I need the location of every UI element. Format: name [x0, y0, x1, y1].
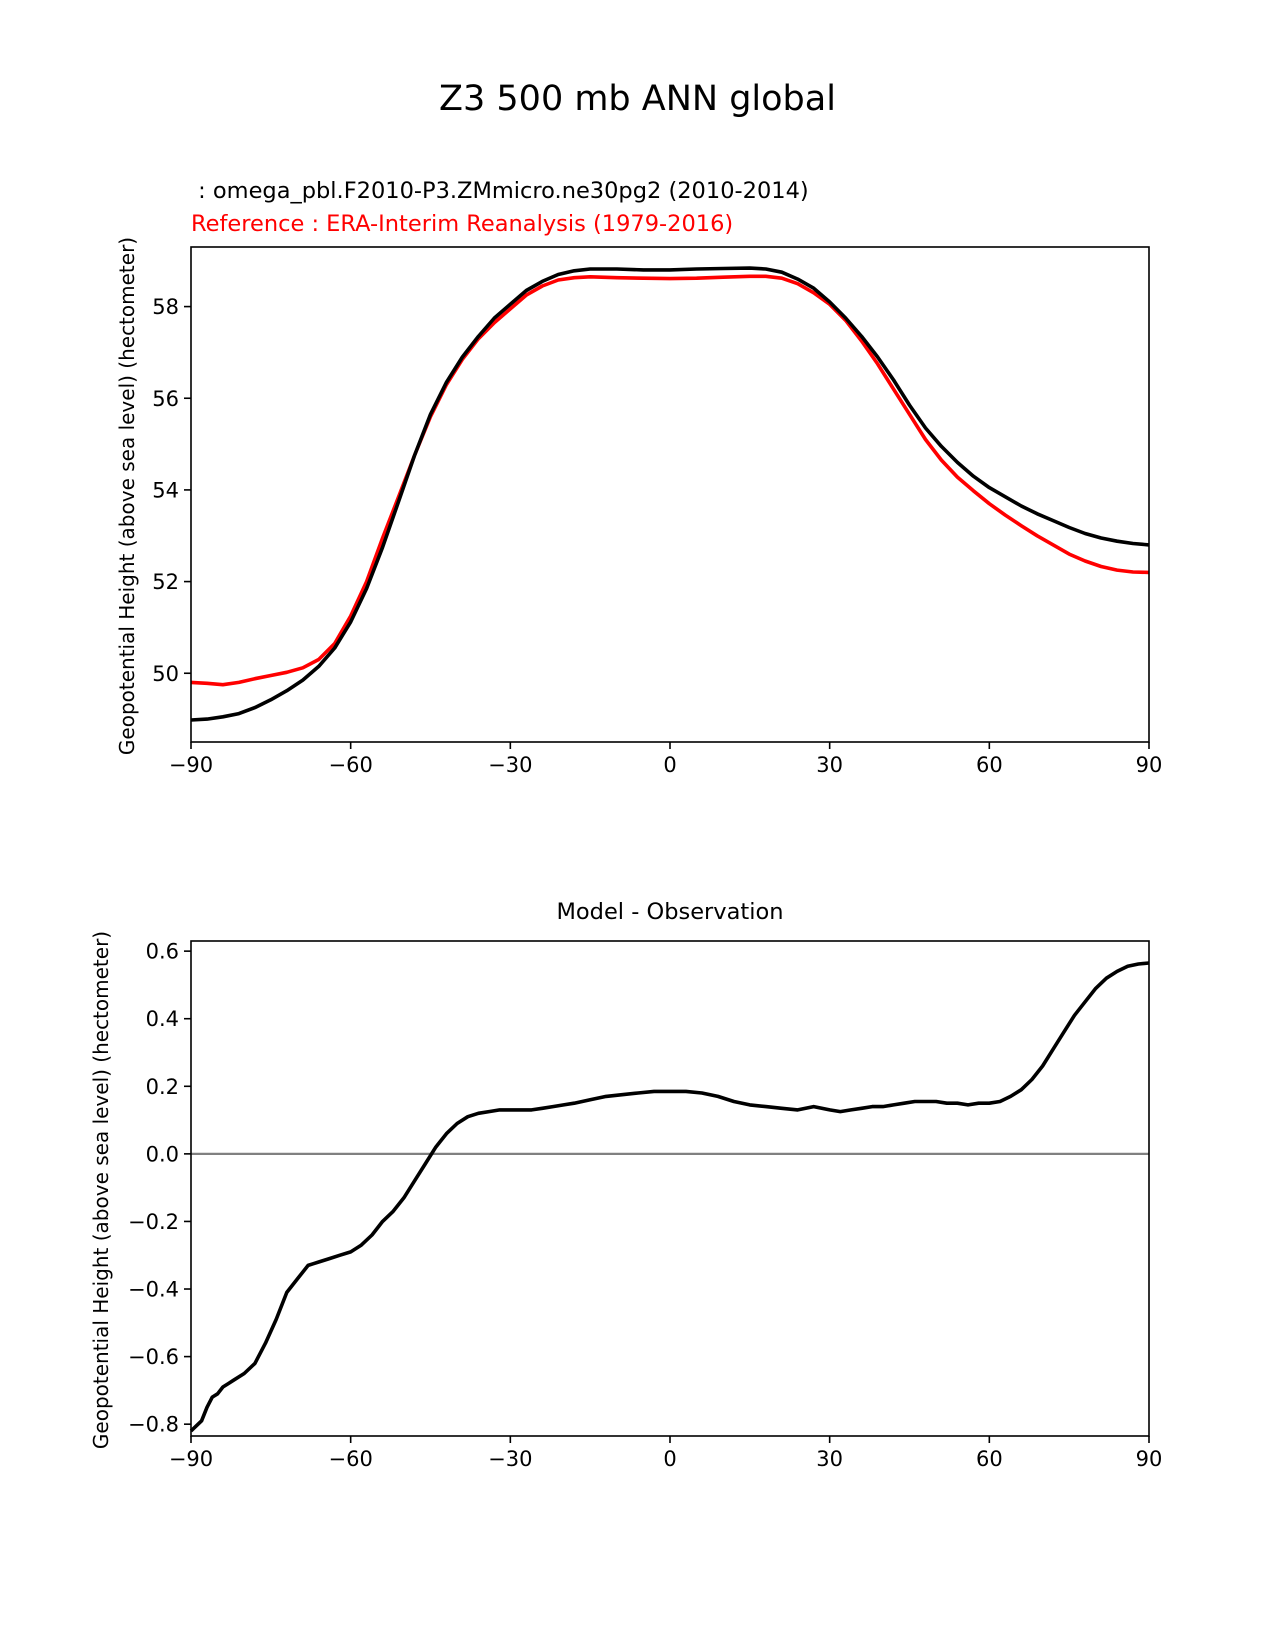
x-tick-label: 0 [663, 1447, 676, 1471]
x-tick-label: −90 [169, 753, 213, 777]
y-tick-label: 50 [152, 662, 179, 686]
x-tick-label: −60 [329, 753, 373, 777]
y-tick-label: 54 [152, 478, 179, 502]
bottom-plot-area: −90 −60 −30 0 30 60 90 −0.8 −0.6 −0.4 −0.2 0.0 0.2 0.… [128, 940, 1162, 1471]
difference-title: Model - Observation [557, 899, 784, 925]
top-panel: : omega_pbl.F2010-P3.ZMmicro.ne30pg2 (20… [115, 178, 1162, 777]
y-tick-label: 52 [152, 570, 179, 594]
x-tick-label: 30 [816, 753, 843, 777]
bottom-y-axis-label: Geopotential Height (above sea level) (h… [89, 931, 113, 1449]
x-tick-label: −30 [488, 1447, 532, 1471]
x-tick-label: 60 [976, 1447, 1003, 1471]
x-tick-label: 0 [663, 753, 676, 777]
x-tick-label: 90 [1136, 753, 1163, 777]
bottom-panel: Model - Observation Geopotential Height … [89, 899, 1162, 1471]
x-tick-label: 60 [976, 753, 1003, 777]
y-tick-label: 0.6 [146, 940, 179, 964]
test-case-label: : omega_pbl.F2010-P3.ZMmicro.ne30pg2 (20… [191, 178, 809, 204]
figure-suptitle: Z3 500 mb ANN global [439, 79, 836, 119]
x-tick-label: −60 [329, 1447, 373, 1471]
x-tick-label: −90 [169, 1447, 213, 1471]
x-tick-label: 30 [816, 1447, 843, 1471]
y-tick-label: −0.8 [128, 1413, 179, 1437]
y-tick-label: −0.2 [128, 1210, 179, 1234]
reference-series-line [190, 274, 1150, 687]
top-plot-area: −90 −60 −30 0 30 60 90 50 52 54 56 58 [152, 246, 1163, 777]
y-tick-label: 56 [152, 387, 179, 411]
difference-series-line [189, 961, 1150, 1433]
test-series-line [190, 266, 1150, 722]
top-y-axis-label: Geopotential Height (above sea level) (h… [115, 237, 139, 755]
y-tick-label: 0.0 [146, 1142, 179, 1166]
y-tick-label: −0.4 [128, 1278, 179, 1302]
y-tick-label: 58 [152, 295, 179, 319]
x-tick-label: −30 [488, 753, 532, 777]
y-tick-label: −0.6 [128, 1345, 179, 1369]
y-tick-label: 0.2 [146, 1075, 179, 1099]
x-tick-label: 90 [1136, 1447, 1163, 1471]
y-tick-label: 0.4 [146, 1007, 179, 1031]
reference-label: Reference : ERA-Interim Reanalysis (1979… [191, 211, 733, 237]
